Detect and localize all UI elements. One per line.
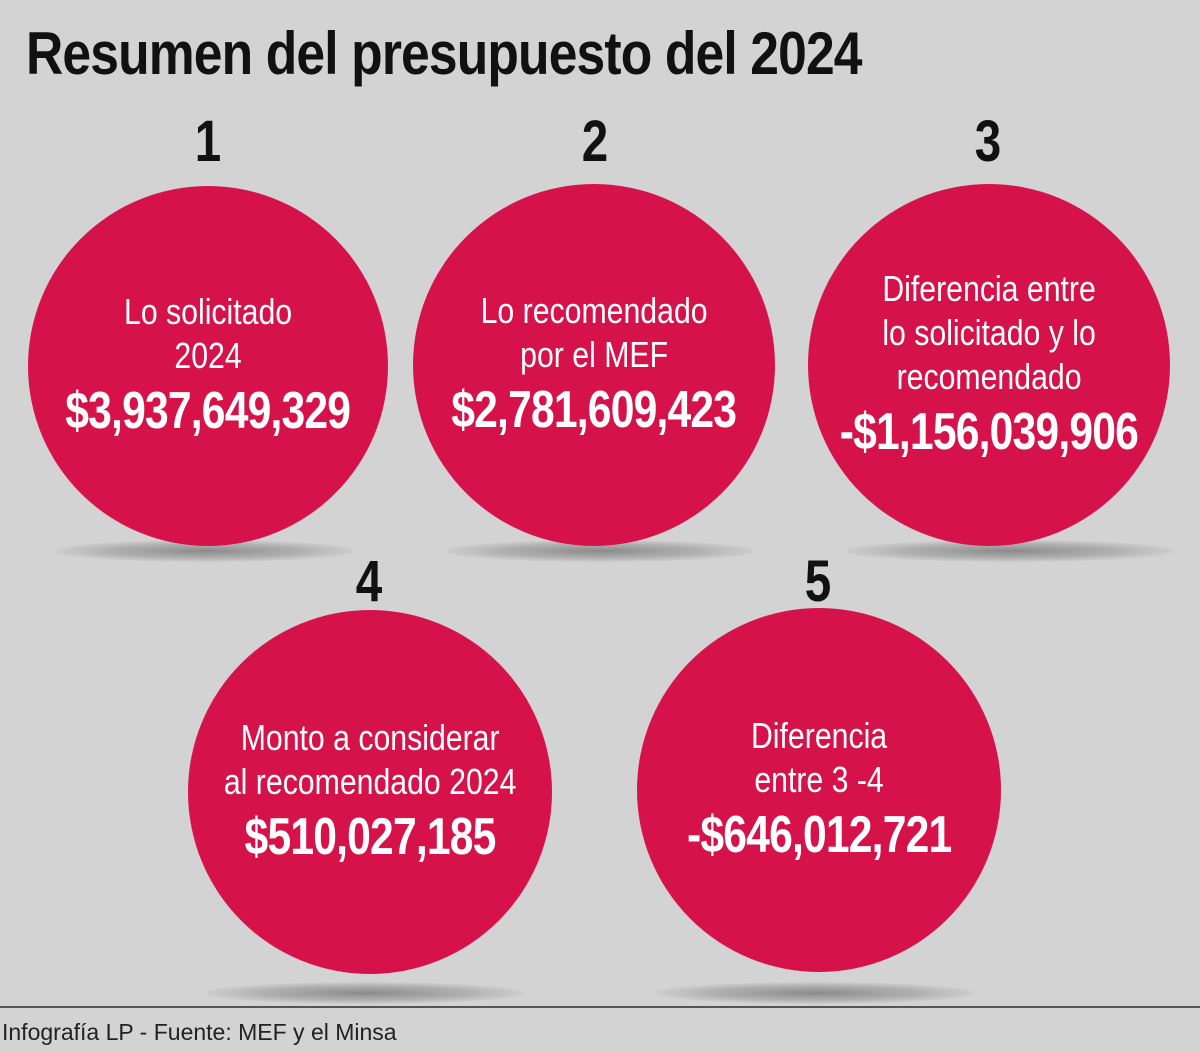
footer-divider: [0, 1006, 1200, 1008]
circle-item-5: Diferencia entre 3 -4 -$646,012,721: [637, 608, 1001, 972]
item-value-3: -$1,156,039,906: [839, 403, 1139, 461]
item-value-4: $510,027,185: [244, 808, 497, 866]
circle-shadow-2: [445, 540, 755, 562]
circle-shadow-3: [845, 540, 1175, 562]
item-number-2: 2: [581, 109, 609, 174]
circle-item-1: Lo solicitado 2024 $3,937,649,329: [28, 186, 388, 546]
item-number-4: 4: [355, 549, 383, 614]
circle-item-2: Lo recomendado por el MEF $2,781,609,423: [413, 184, 775, 546]
item-value-5: -$646,012,721: [686, 806, 952, 864]
circle-shadow-1: [55, 540, 355, 562]
item-label-1: Lo solicitado 2024: [123, 291, 293, 376]
item-number-5: 5: [804, 549, 832, 614]
item-number-3: 3: [974, 109, 1002, 174]
page-title: Resumen del presupuesto del 2024: [26, 20, 863, 87]
item-label-3: Diferencia entre lo solicitado y lo reco…: [882, 268, 1096, 397]
item-label-4: Monto a considerar al recomendado 2024: [223, 717, 517, 802]
item-value-2: $2,781,609,423: [451, 381, 738, 439]
circle-item-3: Diferencia entre lo solicitado y lo reco…: [808, 184, 1170, 546]
circle-item-4: Monto a considerar al recomendado 2024 $…: [188, 610, 552, 974]
circle-shadow-4: [205, 982, 525, 1004]
item-number-1: 1: [194, 109, 222, 174]
item-value-1: $3,937,649,329: [65, 382, 352, 440]
footer-credit: Infografía LP - Fuente: MEF y el Minsa: [2, 1019, 397, 1045]
item-label-2: Lo recomendado por el MEF: [480, 290, 708, 375]
circle-shadow-5: [655, 982, 975, 1004]
item-label-5: Diferencia entre 3 -4: [750, 715, 888, 800]
